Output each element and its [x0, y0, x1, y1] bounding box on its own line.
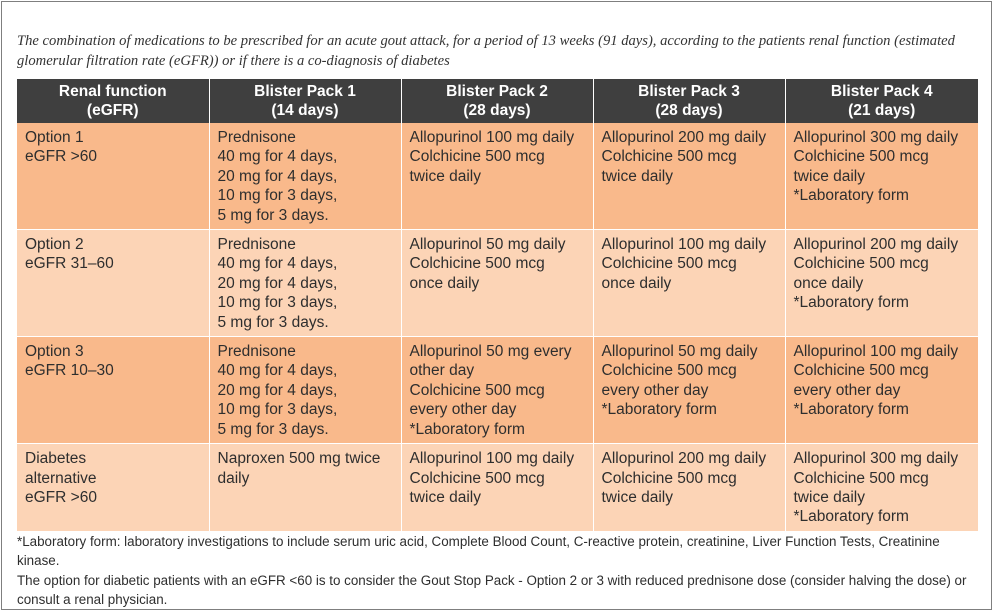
table-header-row: Renal function (eGFR) Blister Pack 1 (14…: [17, 79, 978, 123]
cell-renal-function: Diabetes alternative eGFR >60: [17, 443, 210, 532]
table-row-diabetes-alternative: Diabetes alternative eGFR >60 Naproxen 5…: [17, 443, 978, 532]
cell-blister-pack-4: Allopurinol 100 mg daily Colchicine 500 …: [785, 336, 978, 445]
cell-blister-pack-3: Allopurinol 50 mg daily Colchicine 500 m…: [593, 336, 786, 445]
header-blister-pack-1: Blister Pack 1 (14 days): [209, 79, 402, 123]
cell-blister-pack-1: Prednisone 40 mg for 4 days, 20 mg for 4…: [209, 336, 402, 445]
table-row-option-2: Option 2 eGFR 31–60 Prednisone 40 mg for…: [17, 229, 978, 338]
header-blister-pack-4: Blister Pack 4 (21 days): [785, 79, 978, 123]
table-footnotes: *Laboratory form: laboratory investigati…: [17, 532, 983, 609]
cell-blister-pack-3: Allopurinol 200 mg daily Colchicine 500 …: [593, 443, 786, 532]
header-renal-function: Renal function (eGFR): [17, 79, 210, 123]
cell-blister-pack-2: Allopurinol 50 mg daily Colchicine 500 m…: [401, 229, 594, 338]
cell-blister-pack-2: Allopurinol 100 mg daily Colchicine 500 …: [401, 443, 594, 532]
table-row-option-1: Option 1 eGFR >60 Prednisone 40 mg for 4…: [17, 123, 978, 231]
footnote-diabetic-option: The option for diabetic patients with an…: [17, 572, 967, 607]
cell-blister-pack-3: Allopurinol 200 mg daily Colchicine 500 …: [593, 123, 786, 231]
cell-renal-function: Option 3 eGFR 10–30: [17, 336, 210, 445]
cell-renal-function: Option 1 eGFR >60: [17, 123, 210, 231]
cell-blister-pack-1: Prednisone 40 mg for 4 days, 20 mg for 4…: [209, 229, 402, 338]
cell-blister-pack-4: Allopurinol 200 mg daily Colchicine 500 …: [785, 229, 978, 338]
cell-blister-pack-4: Allopurinol 300 mg daily Colchicine 500 …: [785, 123, 978, 231]
cell-blister-pack-1: Prednisone 40 mg for 4 days, 20 mg for 4…: [209, 123, 402, 231]
cell-blister-pack-2: Allopurinol 50 mg every other day Colchi…: [401, 336, 594, 445]
header-blister-pack-3: Blister Pack 3 (28 days): [593, 79, 786, 123]
cell-blister-pack-4: Allopurinol 300 mg daily Colchicine 500 …: [785, 443, 978, 532]
cell-renal-function: Option 2 eGFR 31–60: [17, 229, 210, 338]
cell-blister-pack-2: Allopurinol 100 mg daily Colchicine 500 …: [401, 123, 594, 231]
header-blister-pack-2: Blister Pack 2 (28 days): [401, 79, 594, 123]
cell-blister-pack-3: Allopurinol 100 mg daily Colchicine 500 …: [593, 229, 786, 338]
table-row-option-3: Option 3 eGFR 10–30 Prednisone 40 mg for…: [17, 336, 978, 445]
footnote-laboratory-form: *Laboratory form: laboratory investigati…: [17, 534, 940, 569]
gout-medication-table: Renal function (eGFR) Blister Pack 1 (14…: [17, 79, 978, 532]
cell-blister-pack-1: Naproxen 500 mg twice daily: [209, 443, 402, 532]
table-caption: The combination of medications to be pre…: [17, 33, 955, 69]
